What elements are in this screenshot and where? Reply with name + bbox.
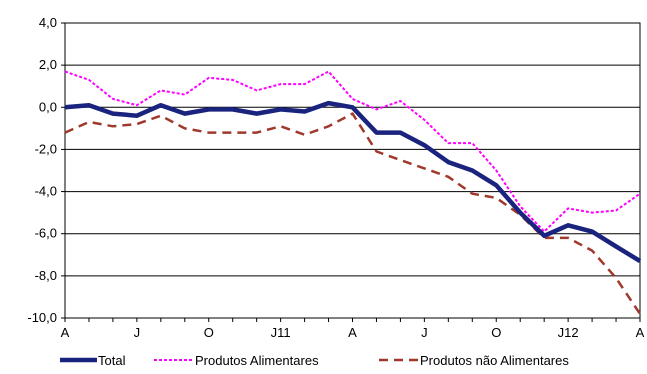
- x-axis-ticks: A J O J11 A J O J12 A: [61, 318, 645, 340]
- y-tick-label: -6,0: [35, 226, 57, 241]
- y-tick-label: 2,0: [39, 57, 57, 72]
- series-line-1: [64, 70, 641, 233]
- y-tick-label: -2,0: [35, 141, 57, 156]
- x-tick-label: A: [61, 325, 70, 340]
- series-line-0: [64, 100, 642, 264]
- legend-label-0: Total: [98, 353, 126, 368]
- x-tick-label: O: [491, 325, 501, 340]
- legend-label-1: Produtos Alimentares: [195, 353, 319, 368]
- y-tick-label: -8,0: [35, 268, 57, 283]
- legend-label-2: Produtos não Alimentares: [420, 353, 569, 368]
- x-tick-label: J: [134, 325, 141, 340]
- x-tick-label: J11: [271, 325, 291, 340]
- x-tick-label: J12: [558, 325, 579, 340]
- x-tick-label: O: [204, 325, 214, 340]
- series-lines: [64, 70, 642, 315]
- x-tick-label: J: [421, 325, 428, 340]
- plot-area: [64, 22, 641, 319]
- x-tick-label: A: [636, 325, 645, 340]
- y-tick-label: 0,0: [39, 99, 57, 114]
- legend: Total Produtos Alimentares Produtos não Al…: [60, 353, 569, 368]
- y-tick-label: -4,0: [35, 184, 57, 199]
- y-tick-label: 4,0: [39, 15, 57, 30]
- x-tick-label: A: [348, 325, 357, 340]
- y-axis-ticks: 4,0 2,0 0,0 -2,0 -4,0 -6,0 -8,0 -10,0: [27, 15, 65, 325]
- series-line-2: [64, 112, 642, 315]
- gridlines: [65, 22, 640, 319]
- y-tick-label: -10,0: [27, 310, 57, 325]
